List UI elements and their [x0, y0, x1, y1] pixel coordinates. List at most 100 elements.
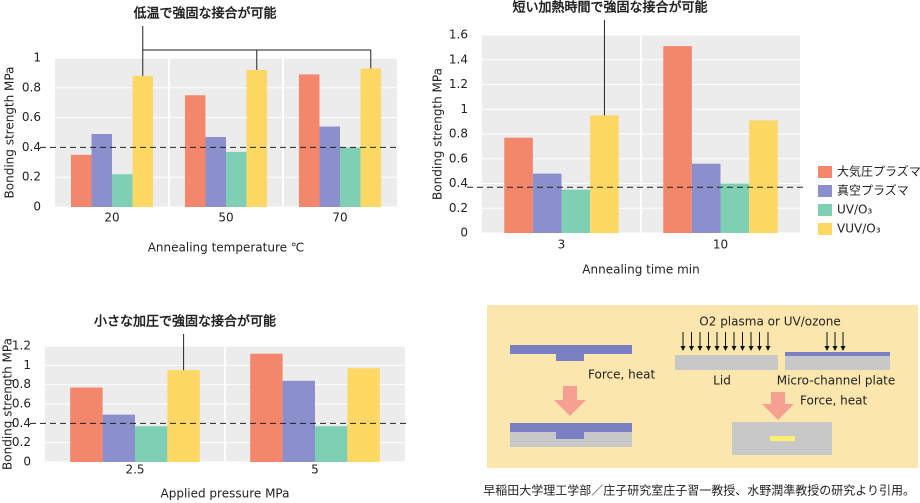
ray-head [824, 346, 830, 351]
label: Force, heat [800, 394, 867, 408]
bar [246, 69, 268, 207]
y-tick-label: 0.6 [12, 397, 31, 411]
y-tick-label: 1 [33, 51, 41, 65]
y-tick-label: 1 [23, 358, 31, 372]
bonded-lid [510, 423, 632, 439]
legend-swatch [818, 166, 832, 178]
x-tick-label: 70 [332, 211, 347, 225]
y-tick-label: 1.6 [449, 28, 468, 42]
y-tick-label: 0.6 [22, 110, 41, 124]
ray-head [706, 346, 711, 351]
label: O2 plasma or UV/ozone [699, 315, 840, 329]
y-tick-label: 1.2 [12, 339, 31, 353]
y-tick-label: 0 [33, 200, 41, 214]
x-tick-label: 3 [558, 238, 566, 252]
ray-head [832, 346, 838, 351]
bar [298, 74, 320, 207]
ray-head [748, 346, 754, 351]
y-axis-label: Bonding strength MPa [431, 68, 445, 200]
label: Micro-channel plate [777, 374, 896, 388]
plate [785, 355, 890, 370]
ray-head [740, 346, 745, 351]
y-tick-label: 0 [23, 455, 31, 469]
chart-title: 小さな加圧で強固な接合が可能 [94, 314, 276, 330]
bar [319, 126, 340, 207]
y-tick-label: 1.2 [449, 77, 468, 91]
ray-head [680, 346, 686, 351]
plasma-arrows [680, 332, 846, 351]
arrow [554, 386, 586, 416]
bar [102, 414, 135, 462]
bar [532, 173, 562, 233]
bar [70, 154, 92, 207]
bar [340, 147, 361, 207]
y-tick-label: 0.2 [449, 201, 468, 215]
y-tick-label: 0.2 [12, 435, 31, 449]
bar [226, 151, 247, 207]
bar [250, 353, 283, 462]
y-tick-label: 0.4 [12, 416, 31, 430]
legend-label: 大気圧プラズマ [837, 164, 920, 179]
bar [167, 370, 200, 462]
x-tick-label: 20 [104, 211, 119, 225]
bar [749, 120, 778, 233]
ray-head [731, 346, 737, 351]
x-tick-label: 5 [311, 463, 319, 477]
y-tick-label: 0.8 [12, 377, 31, 391]
arrow [762, 392, 794, 420]
y-axis-label: Bonding strength MPa [3, 67, 17, 199]
legend-label: UV/O₃ [837, 203, 872, 217]
ray-head [689, 346, 694, 351]
footnote: 早稲田大学理工学部／庄子研究室庄子習一教授、水野潤準教授の研究より引用。 [483, 483, 915, 498]
bar [360, 68, 382, 208]
ray-head [765, 346, 771, 351]
legend-swatch [818, 223, 832, 235]
bar [663, 46, 692, 234]
bar [720, 183, 750, 233]
legend-label: VUV/O₃ [837, 222, 881, 236]
legend-swatch [818, 204, 832, 216]
bar [205, 136, 226, 207]
legend-label: 真空プラズマ [837, 183, 909, 198]
ray-head [840, 346, 846, 351]
y-tick-label: 0.8 [22, 80, 41, 94]
bar [112, 174, 133, 207]
label: Force, heat [588, 368, 655, 382]
x-tick-label: 10 [713, 238, 728, 252]
lid-shape [510, 345, 632, 354]
lid-bump [556, 353, 584, 361]
bar [347, 368, 380, 462]
y-tick-label: 0.4 [449, 176, 468, 190]
bar [132, 75, 154, 207]
lid [675, 355, 778, 370]
diagram: Force, heat O2 plasma or UV/ozone Lid Mi… [487, 305, 918, 468]
y-tick-label: 0.4 [22, 140, 41, 154]
y-tick-label: 0.6 [449, 151, 468, 165]
ray-head [757, 346, 762, 351]
bar [504, 137, 533, 233]
bar [70, 387, 103, 462]
plate-layer [785, 352, 890, 356]
x-axis-label: Applied pressure MPa [161, 487, 290, 501]
label: Lid [713, 374, 731, 388]
y-tick-label: 1 [460, 102, 468, 116]
ray-head [723, 346, 728, 351]
bar [282, 380, 315, 462]
x-tick-label: 50 [218, 211, 233, 225]
channel [770, 436, 795, 441]
legend-swatch [818, 185, 832, 197]
y-axis-label: Bonding strength MPa [1, 338, 15, 470]
y-tick-label: 0.8 [449, 127, 468, 141]
ray-head [714, 346, 720, 351]
x-tick-label: 2.5 [125, 463, 144, 477]
bar [691, 163, 721, 233]
x-axis-label: Annealing temperature ℃ [148, 241, 305, 255]
bar [91, 133, 112, 207]
bar [315, 426, 348, 462]
bar [590, 115, 619, 233]
ray-head [697, 346, 703, 351]
y-tick-label: 1.4 [449, 52, 468, 66]
y-tick-label: 0 [460, 226, 468, 240]
bar [561, 189, 591, 233]
